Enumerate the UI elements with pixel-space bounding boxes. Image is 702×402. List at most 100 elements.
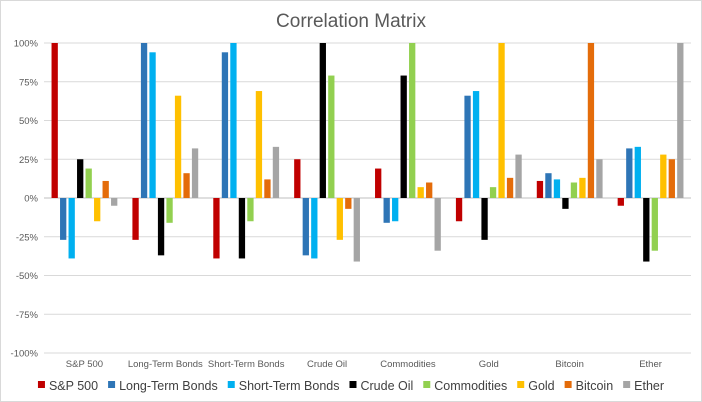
bar [294,159,301,198]
bar [392,198,399,222]
bar [553,179,561,198]
legend-swatch [349,381,357,388]
bar [94,198,101,222]
bar [102,180,109,198]
y-tick-label: -100% [11,349,39,360]
bar [166,198,173,223]
bar [255,91,263,198]
legend-swatch [423,381,431,388]
bar [617,198,624,206]
bar [191,148,199,198]
bar [77,159,84,198]
bar [660,154,667,198]
legend-label: Gold [528,379,554,393]
legend-swatch [37,381,45,388]
bar [515,154,522,198]
bar [60,198,67,240]
y-tick-label: -25% [16,232,39,243]
bar [570,182,578,198]
bar [536,180,544,198]
bar [319,43,326,198]
bar [506,177,514,198]
bar [455,198,463,222]
y-tick-label: -50% [16,271,39,282]
bar [213,198,220,259]
legend: S&P 500 Long-Term Bonds Short-Term Bonds Cr… [37,379,664,393]
bar [545,173,552,198]
bar [375,168,382,198]
x-category-label: Short-Term Bonds [208,359,285,370]
bar [400,75,407,198]
legend-swatch [623,381,631,388]
bar [464,95,471,198]
bar [409,43,416,198]
bar [481,198,488,240]
y-axis: -100% -75% -50% -25% 0% 25% 50% 75% 100% [11,39,39,360]
legend-swatch [517,381,525,388]
legend-label: Ether [634,379,664,393]
plot-area [51,43,684,262]
bar [149,52,156,198]
bar [472,91,480,198]
bar [579,177,586,198]
y-tick-label: 75% [19,77,39,88]
x-category-label: Gold [479,359,499,370]
legend-label: Crude Oil [360,379,413,393]
bar [626,148,633,198]
bar [272,146,280,198]
bar [132,198,139,240]
bar [238,198,246,259]
legend-swatch [227,381,235,388]
bar [562,198,569,209]
legend-swatch [108,381,116,388]
bar [668,159,675,198]
x-category-label: Ether [639,359,662,370]
legend-label: S&P 500 [49,379,98,393]
bar [587,43,595,198]
y-tick-label: 25% [19,155,39,166]
bar [596,159,603,198]
bar [345,198,352,209]
bar [677,43,684,198]
legend-label: Short-Term Bonds [239,379,340,393]
x-category-label: Long-Term Bonds [128,359,203,370]
bar [157,198,165,256]
x-category-label: Commodities [380,359,436,370]
chart-title: Correlation Matrix [276,11,426,32]
y-tick-label: 50% [19,116,39,127]
bar [336,198,343,240]
bar [426,182,433,198]
legend-label: Commodities [434,379,507,393]
legend-label: Long-Term Bonds [119,379,218,393]
bar [68,198,75,259]
bar [434,198,441,251]
x-category-label: Crude Oil [307,359,347,370]
bar [417,187,424,198]
bar [489,187,497,198]
x-category-label: S&P 500 [66,359,103,370]
bar [643,198,650,262]
bar [183,173,190,198]
bar [383,198,390,223]
bar [353,198,360,262]
bar [651,198,658,251]
x-axis: S&P 500 Long-Term Bonds Short-Term Bonds Cr… [66,359,662,370]
bar [111,198,118,206]
bar [498,43,505,198]
y-tick-label: -75% [16,310,39,321]
bar [85,168,92,198]
bar [140,43,148,198]
y-tick-label: 100% [14,39,39,50]
bar [264,179,271,198]
legend-label: Bitcoin [576,379,614,393]
bar [302,198,309,256]
bar [174,95,182,198]
bar [230,43,237,198]
bar [328,75,335,198]
bar [247,198,254,222]
bars [51,43,684,262]
legend-swatch [564,381,572,388]
bar [221,52,229,198]
bar [634,146,641,198]
